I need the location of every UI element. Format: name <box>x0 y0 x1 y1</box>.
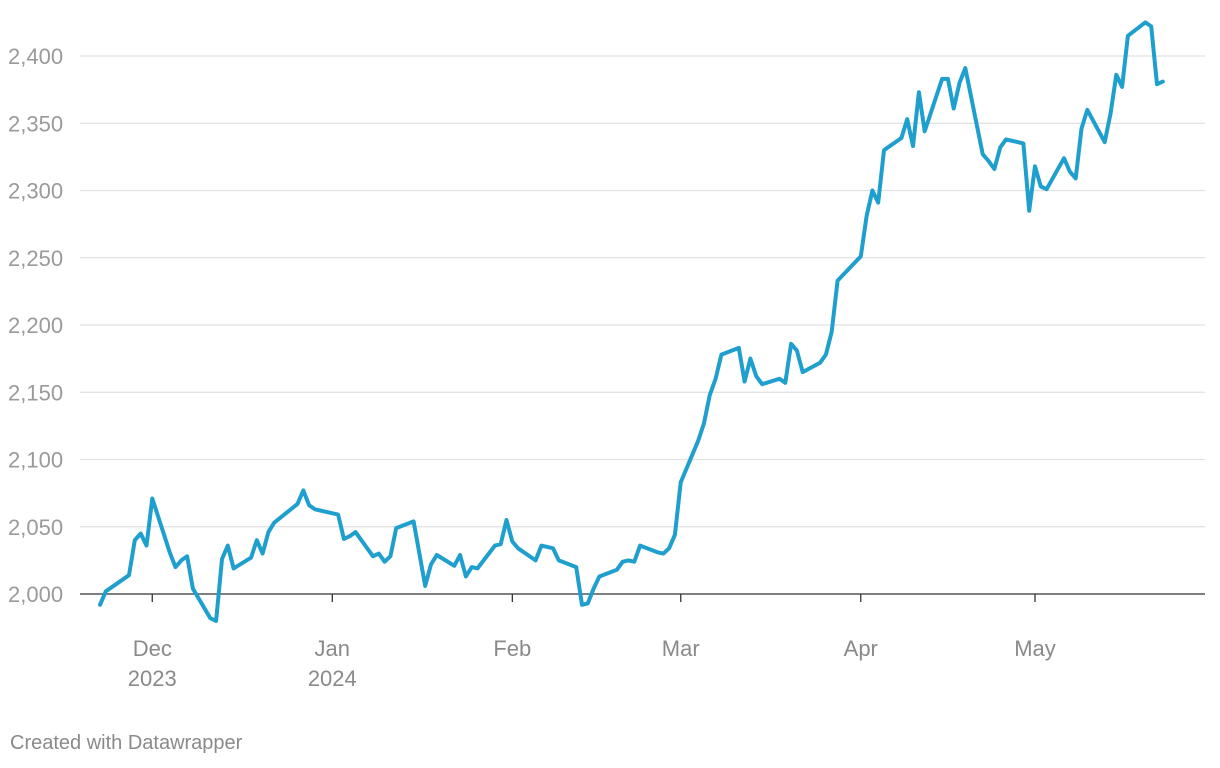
y-tick-label: 2,300 <box>8 179 63 204</box>
x-tick-label: Dec <box>133 636 172 661</box>
x-tick-label: Mar <box>662 636 700 661</box>
x-tick-label: Jan <box>315 636 350 661</box>
footer-credit: Created with Datawrapper <box>10 732 243 754</box>
y-tick-label: 2,200 <box>8 313 63 338</box>
series-layer <box>98 20 1165 623</box>
x-tick-label: May <box>1014 636 1056 661</box>
x-tick-year-label: 2023 <box>128 666 177 691</box>
y-tick-label: 2,150 <box>8 380 63 405</box>
x-axis: Dec 2023 Jan 2024 Feb Mar Apr May <box>80 593 1205 691</box>
y-tick-label: 2,000 <box>8 582 63 607</box>
y-tick-label: 2,400 <box>8 44 63 69</box>
y-tick-label: 2,350 <box>8 111 63 136</box>
y-tick-label: 2,100 <box>8 448 63 473</box>
x-tick-label: Apr <box>844 636 878 661</box>
y-tick-label: 2,250 <box>8 246 63 271</box>
line-chart: 2,000 2,050 2,100 2,150 2,200 2,250 2,300 2,350… <box>8 20 1205 691</box>
y-tick-label: 2,050 <box>8 515 63 540</box>
x-tick-year-label: 2024 <box>308 666 357 691</box>
y-axis: 2,000 2,050 2,100 2,150 2,200 2,250 2,300 2,350… <box>8 44 63 607</box>
x-tick-label: Feb <box>493 636 531 661</box>
gridlines <box>80 55 1205 528</box>
series-line-0 <box>98 20 1165 623</box>
